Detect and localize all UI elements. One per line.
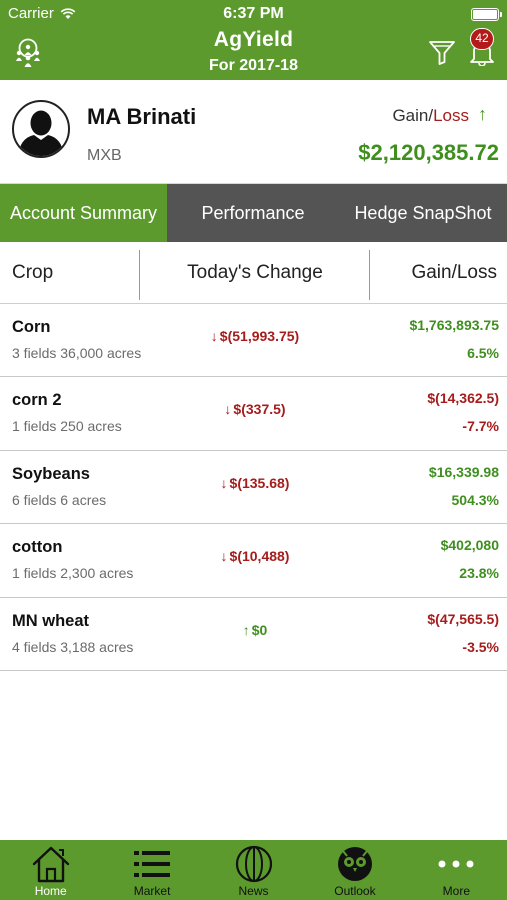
crop-name: Soybeans [12,464,90,483]
carrier-label: Carrier [8,5,54,22]
crop-row-corn[interactable]: Corn 3 fields 36,000 acres ↓ $(51,993.75)… [0,304,507,378]
crop-fields-acres: 1 fields 2,300 acres [12,565,134,582]
down-arrow-icon: ↓ [220,548,228,565]
crop-fields-acres: 6 fields 6 acres [12,491,107,508]
crop-fields-acres: 3 fields 36,000 acres [12,345,142,361]
filter-button[interactable] [428,38,456,66]
trend-up-icon: ↑ [478,104,487,124]
todays-change-value: $(10,488) [229,548,290,565]
wifi-icon [60,7,76,19]
gain-loss-percent: -3.5% [462,638,499,655]
tab-hedge-snapshot[interactable]: Hedge SnapShot [354,203,492,223]
nav-news-label: News [238,884,269,898]
globe-icon [235,845,272,883]
todays-change: ↓ $(51,993.75) [140,328,370,344]
todays-change-value: $(51,993.75) [219,328,300,344]
tab-account-summary[interactable]: Account Summary [0,184,167,242]
home-icon [32,846,69,883]
crop-list: Corn 3 fields 36,000 acres ↓ $(51,993.75)… [0,304,507,671]
column-divider [369,250,370,300]
column-gain-loss[interactable]: Gain/Loss [411,262,497,283]
status-bar: Carrier 6:37 PM [0,0,507,28]
gain-loss-percent: 23.8% [459,565,499,582]
gain-loss-percent: 504.3% [451,491,499,508]
battery-icon [471,8,502,21]
nav-news[interactable]: News [203,840,304,900]
filter-icon [429,41,455,65]
todays-change: ↓ $(135.68) [140,475,370,491]
bottom-tab-bar: Home Market News Outlook [0,840,507,900]
account-profile: MA Brinati MXB Gain/Loss ↑ $2,120,385.72 [0,80,507,184]
nav-more-label: More [442,884,470,898]
gain-loss-percent: -7.7% [462,418,499,435]
season-subtitle: For 2017-18 [209,57,298,74]
gain-loss-label: Gain/Loss [392,106,469,126]
gain-loss-amount: $(47,565.5) [427,610,499,627]
todays-change: ↑ $0 [140,622,370,638]
nav-home-label: Home [34,884,67,898]
nav-home[interactable]: Home [0,840,101,900]
status-time: 6:37 PM [223,5,284,22]
carrier-indicator: Carrier [8,5,76,22]
crop-fields-acres: 4 fields 3,188 acres [12,638,134,655]
todays-change: ↓ $(337.5) [140,401,370,417]
crop-name: Corn [12,318,51,336]
user-code: MXB [87,147,122,164]
people-group-icon [16,38,40,67]
down-arrow-icon: ↓ [220,474,228,491]
gain-label: Gain/ [392,106,434,125]
app-header: Carrier 6:37 PM AgYield For 2017-18 [0,0,507,80]
column-crop[interactable]: Crop [12,262,54,283]
crop-name: corn 2 [12,391,62,410]
gain-loss-amount: $(14,362.5) [427,390,499,407]
more-icon [438,860,474,868]
loss-label: Loss [433,106,469,125]
notification-badge: 42 [470,28,494,50]
todays-change-value: $(135.68) [229,474,290,491]
user-name: MA Brinati [87,104,197,129]
nav-outlook-label: Outlook [334,884,376,898]
table-header: Crop Today's Change Gain/Loss [0,242,507,304]
crop-row-corn-2[interactable]: corn 2 1 fields 250 acres ↓ $(337.5) $(14… [0,377,507,451]
crop-name: cotton [12,538,63,557]
gain-loss-amount: $1,763,893.75 [409,317,499,333]
summary-tabs: Account Summary Performance Hedge SnapSh… [0,184,507,242]
nav-market-label: Market [133,884,171,898]
column-divider [139,250,140,300]
gain-loss-percent: 6.5% [467,345,499,361]
down-arrow-icon: ↓ [224,401,232,418]
crop-name: MN wheat [12,611,90,630]
todays-change-value: $(337.5) [233,401,286,418]
todays-change-value: $0 [251,621,268,638]
list-icon [134,851,171,877]
gain-loss-amount: $402,080 [440,537,499,554]
nav-outlook[interactable]: Outlook [304,840,405,900]
down-arrow-icon: ↓ [210,328,218,344]
group-button[interactable] [12,36,44,68]
owl-icon [337,847,372,881]
app-title: AgYield [213,28,294,51]
up-arrow-icon: ↑ [242,621,250,638]
avatar[interactable] [12,100,70,158]
gain-loss-amount: $16,339.98 [428,463,499,480]
user-silhouette-icon [18,110,64,156]
nav-market[interactable]: Market [101,840,202,900]
tab-performance[interactable]: Performance [201,203,305,223]
crop-row-soybeans[interactable]: Soybeans 6 fields 6 acres ↓ $(135.68) $16… [0,451,507,525]
crop-fields-acres: 1 fields 250 acres [12,418,122,435]
crop-row-mn-wheat[interactable]: MN wheat 4 fields 3,188 acres ↑ $0 $(47,5… [0,598,507,671]
total-gain-loss: $2,120,385.72 [358,140,499,165]
todays-change: ↓ $(10,488) [140,548,370,564]
crop-row-cotton[interactable]: cotton 1 fields 2,300 acres ↓ $(10,488) $… [0,524,507,598]
column-todays-change[interactable]: Today's Change [187,262,323,283]
nav-more[interactable]: More [406,840,507,900]
